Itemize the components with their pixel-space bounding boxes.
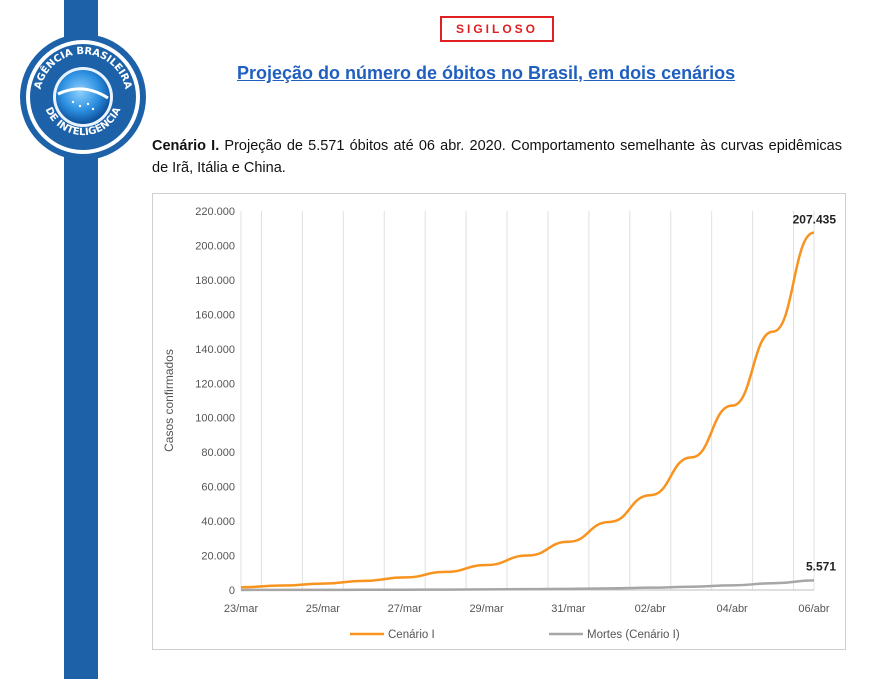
series-line-cenario-i <box>240 231 815 589</box>
y-tick-label: 80.000 <box>201 447 235 459</box>
line-chart: 0 20.000 40.000 60.000 80.000 100.000 120.000 1… <box>162 206 837 641</box>
x-tick-label: 02/abr <box>635 603 667 615</box>
y-tick-label: 60.000 <box>201 482 235 494</box>
x-tick-label: 29/mar <box>469 603 504 615</box>
data-label: 5.571 <box>806 559 836 573</box>
chart-container: 0 20.000 40.000 60.000 80.000 100.000 120.000 1… <box>152 193 846 650</box>
y-tick-label: 40.000 <box>201 516 235 528</box>
x-tick-label: 06/abr <box>798 603 830 615</box>
series-line-mortes <box>240 579 815 592</box>
y-tick-label: 220.000 <box>195 206 235 218</box>
y-tick-label: 180.000 <box>195 275 235 287</box>
x-tick-label: 27/mar <box>388 603 423 615</box>
y-tick-label: 100.000 <box>195 413 235 425</box>
scenario-text: Projeção de 5.571 óbitos até 06 abr. 202… <box>152 138 842 176</box>
scenario-label: Cenário I. <box>152 138 220 154</box>
y-tick-label: 20.000 <box>201 551 235 563</box>
y-tick-label: 200.000 <box>195 240 235 252</box>
page-title: Projeção do número de óbitos no Brasil, … <box>237 63 736 83</box>
x-tick-label: 31/mar <box>551 603 586 615</box>
data-label: 207.435 <box>793 213 837 227</box>
classification-stamp: SIGILOSO <box>440 16 555 42</box>
x-tick-label: 25/mar <box>306 603 341 615</box>
legend-label: Mortes (Cenário I) <box>587 629 680 641</box>
y-tick-label: 140.000 <box>195 344 235 356</box>
x-tick-label: 23/mar <box>224 603 259 615</box>
x-tick-label: 04/abr <box>717 603 749 615</box>
y-tick-label: 0 <box>229 585 235 597</box>
legend-label: Cenário I <box>388 629 435 641</box>
y-tick-label: 160.000 <box>195 309 235 321</box>
y-axis-title: Casos confirmados <box>162 349 176 452</box>
y-tick-label: 120.000 <box>195 378 235 390</box>
abin-seal-logo: AGÊNCIA BRASILEIRA DE INTELIGÊNCIA <box>20 34 146 160</box>
scenario-description: Cenário I. Projeção de 5.571 óbitos até … <box>152 135 842 179</box>
